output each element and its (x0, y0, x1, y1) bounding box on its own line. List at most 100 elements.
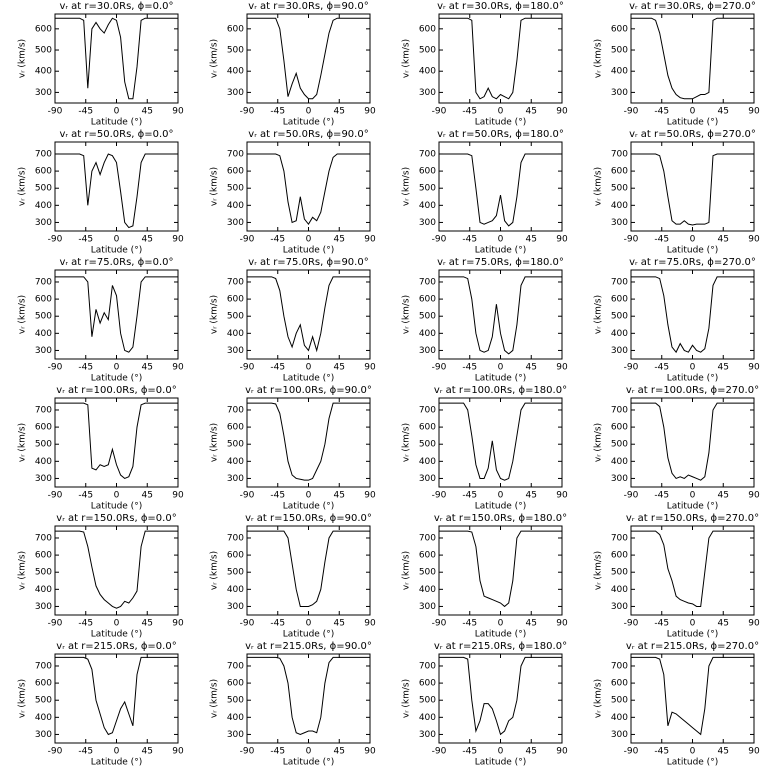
y-tick-label: 600 (35, 679, 52, 689)
y-axis-label: vᵣ (km/s) (594, 423, 604, 462)
data-line (247, 276, 370, 353)
x-tick-label: -90 (624, 107, 639, 117)
x-tick-label: 0 (114, 107, 120, 117)
x-axis-label: Latitude (°) (283, 118, 334, 128)
x-tick-label: 0 (306, 747, 312, 757)
plot-frame (246, 141, 371, 232)
x-tick-label: 0 (306, 235, 312, 245)
x-tick-label: -45 (78, 747, 93, 757)
x-tick-label: 0 (114, 363, 120, 373)
x-tick-label: -45 (78, 235, 93, 245)
x-tick-label: 0 (114, 235, 120, 245)
x-axis-label: Latitude (°) (667, 630, 718, 640)
y-tick-label: 400 (227, 713, 244, 723)
y-tick-label: 300 (611, 346, 628, 356)
x-tick-label: 45 (142, 491, 153, 501)
data-line (55, 530, 178, 609)
x-tick-label: 45 (334, 363, 345, 373)
y-tick-label: 400 (611, 713, 628, 723)
y-axis-label: vᵣ (km/s) (402, 39, 412, 78)
data-line (247, 402, 370, 481)
x-tick-label: 90 (556, 107, 568, 117)
x-tick-label: 0 (498, 363, 504, 373)
y-tick-label: 500 (35, 696, 52, 706)
x-tick-label: 90 (364, 491, 376, 501)
y-tick-label: 300 (35, 346, 52, 356)
y-tick-label: 300 (419, 602, 436, 612)
x-tick-label: -90 (624, 363, 639, 373)
x-tick-label: 45 (526, 747, 537, 757)
y-tick-label: 600 (419, 167, 436, 177)
chart-title: vᵣ at r=215.0Rs, ϕ=180.0° (434, 641, 567, 652)
x-tick-label: -90 (240, 235, 255, 245)
x-tick-label: 45 (142, 107, 153, 117)
y-tick-label: 500 (35, 568, 52, 578)
plot-frame (54, 653, 179, 744)
x-axis-label: Latitude (°) (667, 502, 718, 512)
plot-frame (246, 525, 371, 616)
y-tick-label: 700 (419, 405, 436, 415)
data-line (439, 530, 562, 608)
y-tick-label: 700 (35, 149, 52, 159)
x-axis-label: Latitude (°) (91, 630, 142, 640)
y-axis-label: vᵣ (km/s) (402, 295, 412, 334)
chart-title: vᵣ at r=215.0Rs, ϕ=90.0° (245, 641, 372, 652)
chart-title: vᵣ at r=75.0Rs, ϕ=270.0° (629, 257, 756, 268)
x-tick-label: 90 (172, 747, 184, 757)
y-tick-label: 300 (227, 602, 244, 612)
x-tick-label: 45 (526, 107, 537, 117)
x-axis-label: Latitude (°) (667, 758, 718, 768)
x-tick-label: 0 (498, 491, 504, 501)
x-tick-label: -90 (240, 363, 255, 373)
x-tick-label: -90 (432, 619, 447, 629)
y-tick-label: 600 (35, 24, 52, 34)
x-tick-label: 45 (718, 491, 729, 501)
data-line (439, 276, 562, 355)
y-tick-label: 400 (227, 201, 244, 211)
data-line (247, 530, 370, 607)
y-axis-label: vᵣ (km/s) (18, 39, 28, 78)
x-tick-label: -90 (240, 619, 255, 629)
y-tick-label: 600 (611, 295, 628, 305)
plot-frame (630, 13, 755, 104)
chart-title: vᵣ at r=150.0Rs, ϕ=90.0° (245, 513, 372, 524)
y-tick-label: 300 (419, 88, 436, 98)
y-tick-label: 600 (227, 679, 244, 689)
data-line (55, 276, 178, 353)
x-axis-label: Latitude (°) (91, 758, 142, 768)
data-line (439, 402, 562, 481)
chart-title: vᵣ at r=100.0Rs, ϕ=0.0° (56, 385, 176, 396)
plot-frame (438, 397, 563, 488)
x-tick-label: 0 (690, 107, 696, 117)
y-tick-label: 300 (35, 730, 52, 740)
y-tick-label: 300 (227, 88, 244, 98)
x-tick-label: -45 (462, 235, 477, 245)
y-tick-label: 500 (419, 696, 436, 706)
x-tick-label: -90 (432, 235, 447, 245)
data-line (55, 402, 178, 480)
y-tick-label: 300 (227, 218, 244, 228)
plot-frame (438, 141, 563, 232)
y-tick-label: 700 (611, 661, 628, 671)
y-axis-label: vᵣ (km/s) (210, 295, 220, 334)
data-line (631, 402, 754, 481)
y-tick-label: 500 (227, 440, 244, 450)
y-tick-label: 600 (419, 295, 436, 305)
x-tick-label: 90 (364, 363, 376, 373)
x-tick-label: -45 (654, 619, 669, 629)
x-tick-label: -90 (48, 235, 63, 245)
data-line (247, 153, 370, 226)
x-axis-label: Latitude (°) (475, 630, 526, 640)
x-tick-label: 45 (334, 107, 345, 117)
plot-frame (438, 13, 563, 104)
x-tick-label: 45 (718, 107, 729, 117)
y-tick-label: 700 (419, 277, 436, 287)
plot-frame (246, 397, 371, 488)
y-tick-label: 400 (35, 67, 52, 77)
y-tick-label: 400 (35, 457, 52, 467)
y-tick-label: 300 (419, 474, 436, 484)
x-tick-label: 0 (306, 619, 312, 629)
y-axis-label: vᵣ (km/s) (594, 551, 604, 590)
x-axis-label: Latitude (°) (667, 118, 718, 128)
x-tick-label: -90 (432, 363, 447, 373)
